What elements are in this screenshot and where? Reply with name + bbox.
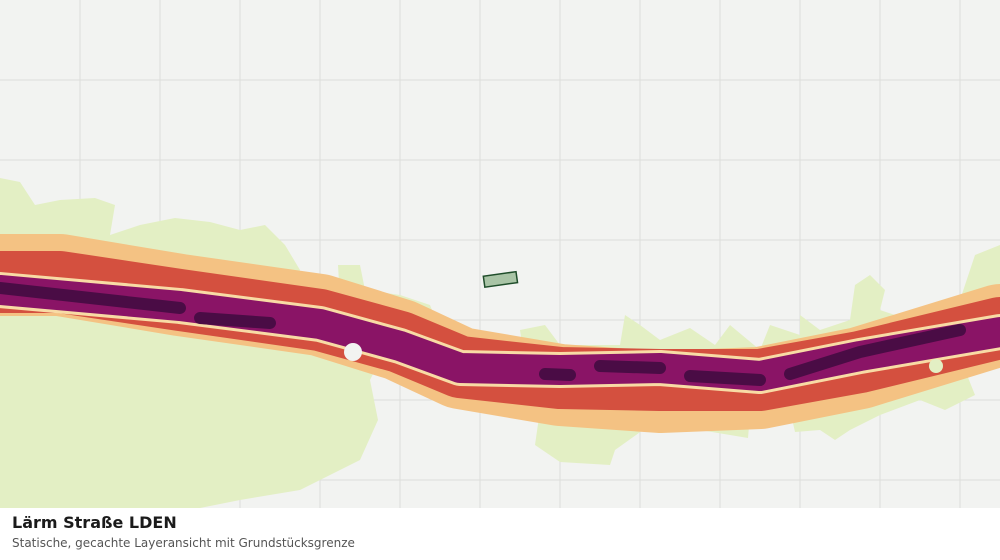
map-gap	[344, 343, 362, 361]
caption: Lärm Straße LDEN Statische, gecachte Lay…	[12, 512, 355, 552]
map-gap	[929, 359, 943, 373]
layer-subtitle: Statische, gecachte Layeransicht mit Gru…	[12, 536, 355, 550]
layer-title: Lärm Straße LDEN	[12, 513, 177, 532]
noise-zone-75	[0, 282, 966, 386]
noise-zones	[0, 178, 1000, 508]
map	[0, 0, 1000, 508]
parcel-boundary	[482, 270, 519, 289]
